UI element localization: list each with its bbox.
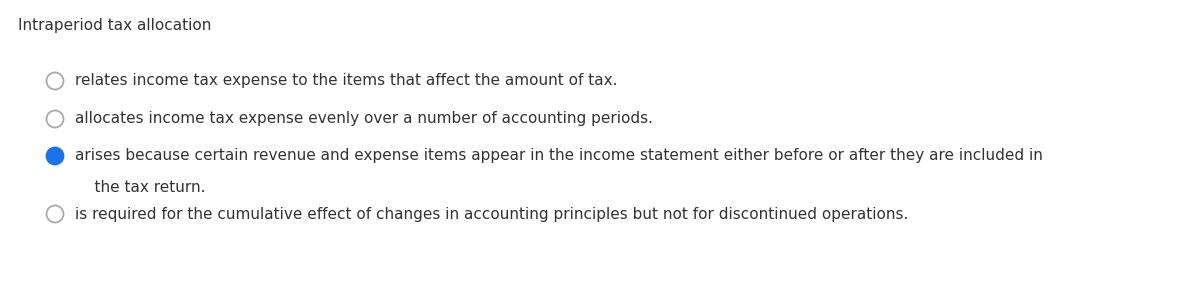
Ellipse shape	[47, 206, 64, 223]
Text: the tax return.: the tax return.	[74, 180, 205, 196]
Text: allocates income tax expense evenly over a number of accounting periods.: allocates income tax expense evenly over…	[74, 112, 653, 126]
Text: relates income tax expense to the items that affect the amount of tax.: relates income tax expense to the items …	[74, 74, 618, 88]
Text: arises because certain revenue and expense items appear in the income statement : arises because certain revenue and expen…	[74, 148, 1043, 164]
Ellipse shape	[47, 148, 64, 164]
Ellipse shape	[47, 110, 64, 128]
Text: Intraperiod tax allocation: Intraperiod tax allocation	[18, 18, 211, 33]
Text: is required for the cumulative effect of changes in accounting principles but no: is required for the cumulative effect of…	[74, 206, 908, 221]
Ellipse shape	[47, 72, 64, 90]
